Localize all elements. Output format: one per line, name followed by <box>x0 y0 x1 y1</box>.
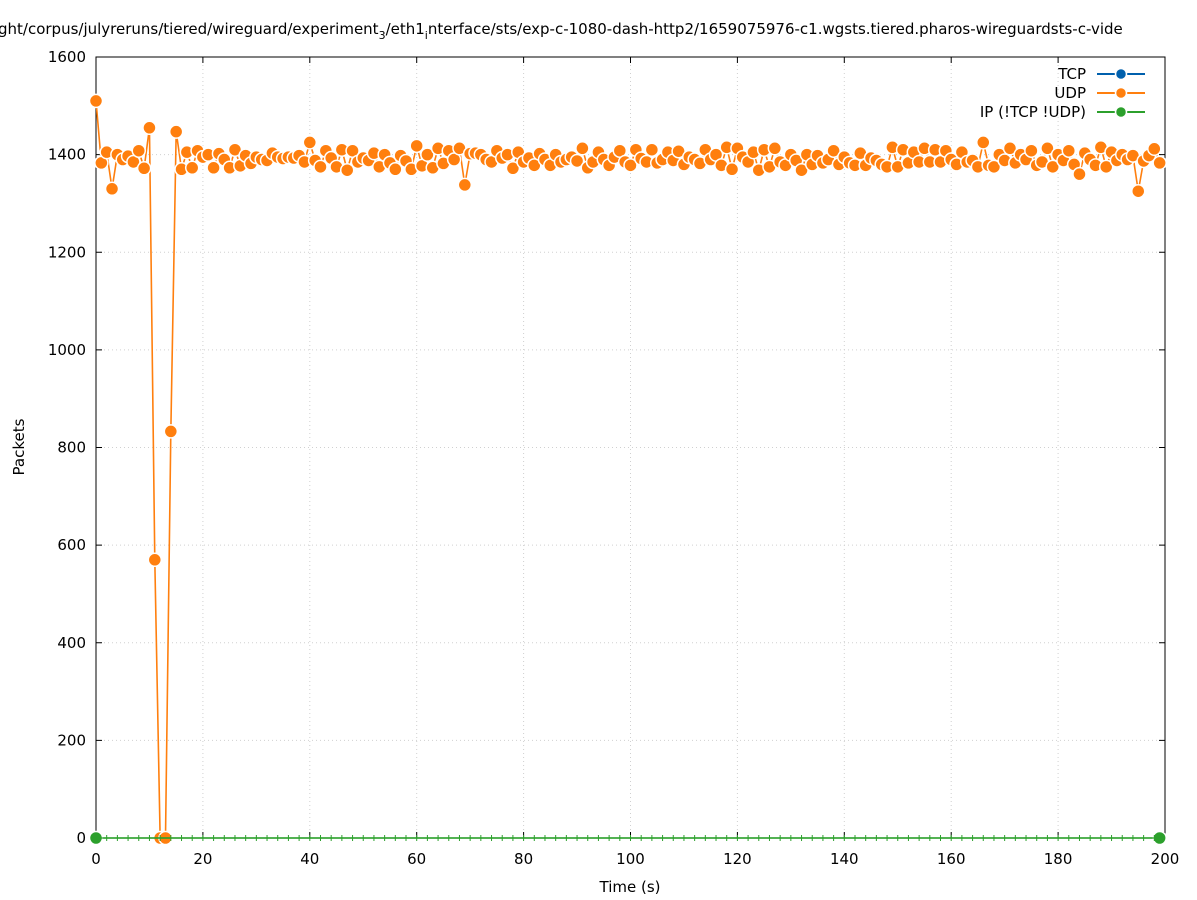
data-point <box>1131 183 1146 199</box>
legend-label: UDP <box>1054 84 1086 102</box>
x-tick-label: 80 <box>514 850 533 868</box>
data-point <box>1002 141 1018 156</box>
y-tick-label: 400 <box>57 634 86 652</box>
series-line <box>95 100 1161 839</box>
data-point <box>457 177 473 193</box>
x-tick-label: 60 <box>407 850 426 868</box>
ip-baseline-marks <box>95 835 1160 841</box>
legend-marker <box>1114 86 1128 100</box>
tick-labels: 0 20 40 60 80 100 120 140 160 180 200 0 200 400 600 800… <box>48 48 1180 868</box>
y-tick-label: 1000 <box>48 341 86 359</box>
data-point <box>1152 155 1167 171</box>
data-point <box>409 138 424 154</box>
data-point <box>184 160 200 176</box>
x-tick-label: 120 <box>723 850 752 868</box>
y-axis-label: Packets <box>10 418 28 475</box>
data-point <box>131 143 147 158</box>
legend-marker <box>1114 67 1128 81</box>
data-point <box>724 162 740 177</box>
series-1 <box>88 93 1167 846</box>
grid <box>96 57 1165 838</box>
data-point <box>142 120 157 136</box>
legend-label: TCP <box>1057 65 1086 83</box>
data-point <box>1045 159 1061 175</box>
data-point <box>1040 141 1055 156</box>
data-point <box>976 135 991 150</box>
y-tick-label: 1400 <box>48 146 86 164</box>
legend-item: TCP <box>1057 65 1145 83</box>
y-tick-label: 600 <box>57 536 86 554</box>
x-tick-label: 160 <box>937 850 966 868</box>
x-axis-label: Time (s) <box>599 878 661 896</box>
data-point <box>569 153 585 169</box>
legend-label: IP (!TCP !UDP) <box>980 103 1086 121</box>
data-point <box>302 135 318 150</box>
data-point <box>168 124 184 139</box>
data-point <box>88 93 104 109</box>
x-tick-label: 100 <box>616 850 645 868</box>
x-tick-label: 40 <box>300 850 319 868</box>
data-point <box>1061 143 1077 158</box>
data-point <box>147 552 163 568</box>
data-point <box>104 181 120 197</box>
y-tick-label: 0 <box>76 829 86 847</box>
legend-item: UDP <box>1054 84 1145 102</box>
data-point <box>1024 143 1039 158</box>
data-point <box>388 162 403 177</box>
data-point <box>575 141 590 156</box>
x-tick-label: 200 <box>1151 850 1180 868</box>
data-point <box>136 161 152 176</box>
legend-marker <box>1114 105 1128 119</box>
data-point <box>505 161 521 176</box>
series <box>88 93 1167 846</box>
data-point <box>420 147 435 162</box>
legend-item: IP (!TCP !UDP) <box>980 103 1145 121</box>
data-point <box>623 158 638 173</box>
data-point <box>206 160 221 176</box>
data-point <box>339 162 355 178</box>
data-point <box>1147 141 1162 157</box>
y-tick-label: 1200 <box>48 243 86 261</box>
x-tick-label: 20 <box>193 850 212 868</box>
y-tick-label: 800 <box>57 439 86 457</box>
y-tick-label: 1600 <box>48 48 86 66</box>
chart-title: ght/corpus/julyreruns/tiered/wireguard/e… <box>0 20 1123 42</box>
x-tick-label: 140 <box>830 850 859 868</box>
data-point <box>986 159 1002 175</box>
x-tick-label: 0 <box>91 850 101 868</box>
x-tick-label: 180 <box>1044 850 1073 868</box>
data-point <box>1098 159 1114 175</box>
data-point <box>163 424 179 439</box>
data-point <box>313 159 328 175</box>
y-tick-label: 200 <box>57 731 86 749</box>
data-point <box>1072 166 1087 182</box>
data-point <box>644 142 660 157</box>
data-point <box>826 143 841 158</box>
data-point <box>767 141 783 156</box>
